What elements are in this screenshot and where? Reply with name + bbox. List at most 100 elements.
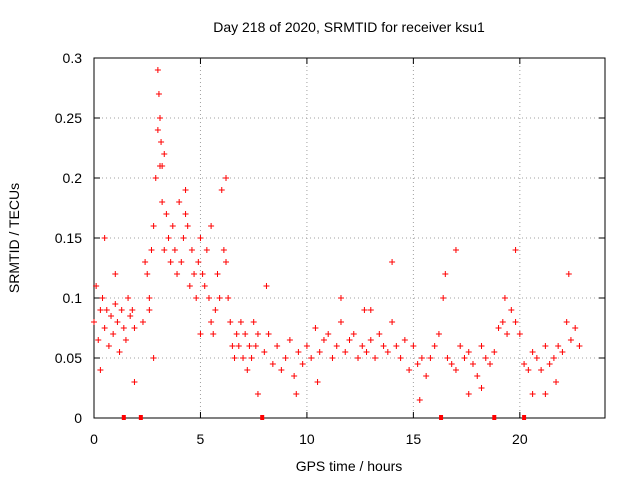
data-points (91, 67, 583, 403)
data-point (97, 307, 104, 313)
data-point (286, 337, 293, 343)
data-point (101, 235, 108, 241)
data-point (361, 307, 368, 313)
data-point (465, 349, 472, 355)
data-point (93, 283, 100, 289)
x-tick-label: 15 (406, 431, 422, 447)
data-point (210, 331, 217, 337)
data-point (174, 271, 181, 277)
data-point (312, 325, 319, 331)
data-point (291, 373, 298, 379)
data-point (435, 331, 442, 337)
data-point (201, 283, 208, 289)
data-point (325, 331, 332, 337)
data-point (329, 355, 336, 361)
data-point (182, 187, 189, 193)
data-point (563, 319, 570, 325)
data-point (150, 355, 157, 361)
data-point (91, 319, 97, 325)
data-point (491, 349, 498, 355)
data-point (501, 295, 508, 301)
data-point (214, 271, 221, 277)
data-point (576, 343, 583, 349)
data-point (355, 355, 362, 361)
data-point (427, 355, 434, 361)
data-point (533, 355, 540, 361)
data-point (274, 343, 281, 349)
data-point (278, 367, 285, 373)
y-tick-label: 0 (74, 410, 82, 426)
data-point (567, 337, 574, 343)
data-point (308, 355, 315, 361)
data-point (457, 343, 464, 349)
data-point (148, 247, 155, 253)
data-point (223, 259, 230, 265)
data-point (401, 337, 408, 343)
data-point (342, 349, 349, 355)
data-point (252, 343, 259, 349)
data-point (448, 361, 455, 367)
data-point (182, 211, 189, 217)
data-point (538, 367, 545, 373)
data-point (195, 259, 202, 265)
data-point (225, 295, 232, 301)
data-point (376, 331, 383, 337)
data-point (99, 295, 106, 301)
data-point (261, 349, 268, 355)
data-point (208, 223, 215, 229)
data-point (208, 319, 215, 325)
data-point (114, 319, 121, 325)
data-point (178, 259, 185, 265)
data-point (203, 247, 210, 253)
data-point (131, 325, 138, 331)
data-point (161, 151, 168, 157)
data-point (529, 391, 536, 397)
data-point (367, 307, 374, 313)
data-point (223, 175, 230, 181)
data-point (546, 361, 553, 367)
data-point (167, 259, 174, 265)
data-point (163, 211, 170, 217)
data-point (299, 361, 306, 367)
data-point (440, 295, 447, 301)
x-axis-label: GPS time / hours (296, 458, 403, 474)
data-point (265, 331, 272, 337)
data-point (397, 355, 404, 361)
data-point (516, 331, 523, 337)
data-point (199, 271, 206, 277)
y-tick-label: 0.1 (63, 290, 83, 306)
data-point (367, 337, 374, 343)
data-point (293, 391, 300, 397)
gap-marker (121, 415, 126, 420)
data-point (235, 343, 242, 349)
data-point (246, 343, 253, 349)
data-point (240, 355, 247, 361)
data-point (363, 349, 370, 355)
data-point (316, 349, 323, 355)
data-point (512, 319, 519, 325)
data-point (542, 391, 549, 397)
data-point (350, 331, 357, 337)
data-point (231, 355, 238, 361)
data-point (565, 271, 572, 277)
data-point (508, 307, 515, 313)
data-point (184, 223, 191, 229)
gap-marker (522, 415, 527, 420)
data-point (197, 331, 204, 337)
data-point (108, 313, 115, 319)
data-point (212, 307, 219, 313)
data-point (237, 319, 244, 325)
data-point (521, 361, 528, 367)
data-point (442, 271, 449, 277)
gap-marker (492, 415, 497, 420)
data-point (431, 343, 438, 349)
x-tick-label: 10 (299, 431, 315, 447)
data-point (406, 367, 413, 373)
data-point (525, 367, 532, 373)
data-point (487, 361, 494, 367)
data-point (452, 247, 459, 253)
gap-marker (260, 415, 265, 420)
data-point (478, 343, 485, 349)
data-point (161, 247, 168, 253)
